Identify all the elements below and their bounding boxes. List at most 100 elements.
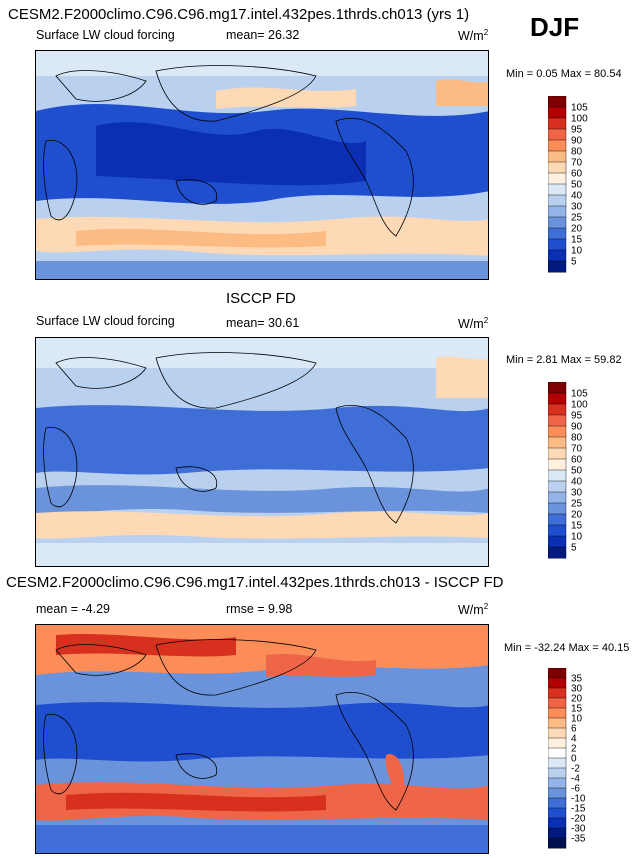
colorbar-tick-label: 80 xyxy=(571,433,583,444)
panel2-variable-label: Surface LW cloud forcing xyxy=(36,314,175,328)
colorbar-swatch xyxy=(548,697,567,709)
colorbar-swatch xyxy=(548,502,567,515)
colorbar-tick-label: -2 xyxy=(571,764,580,775)
colorbar-tick-label: 60 xyxy=(571,169,583,180)
panel1-units: W/m2 xyxy=(458,28,489,44)
colorbar-swatch xyxy=(548,707,567,719)
panel3-units: W/m2 xyxy=(458,602,489,618)
colorbar-swatch xyxy=(548,216,567,229)
panel2-units: W/m2 xyxy=(458,316,489,332)
colorbar-tick-label: 15 xyxy=(571,235,583,246)
colorbar-swatch xyxy=(548,777,567,789)
colorbar-swatch xyxy=(548,106,567,119)
colorbar-tick-label: -15 xyxy=(571,804,586,815)
colorbar-swatch xyxy=(548,668,567,679)
colorbar-swatch xyxy=(548,172,567,185)
colorbar-tick-label: 10 xyxy=(571,714,583,725)
colorbar-swatch xyxy=(548,737,567,749)
panel2-map-field xyxy=(36,338,488,566)
colorbar-swatch xyxy=(548,227,567,240)
colorbar-swatch xyxy=(548,687,567,699)
colorbar-swatch xyxy=(548,757,567,769)
colorbar-swatch xyxy=(548,117,567,130)
colorbar-swatch xyxy=(548,717,567,729)
panel1-map-field xyxy=(36,51,488,279)
colorbar-swatch xyxy=(548,249,567,262)
panel1-variable-label: Surface LW cloud forcing xyxy=(36,28,175,42)
colorbar-swatch xyxy=(548,128,567,141)
colorbar-swatch xyxy=(548,96,567,108)
colorbar-swatch xyxy=(548,183,567,196)
colorbar-tick-label: 5 xyxy=(571,543,577,554)
colorbar-tick-label: -4 xyxy=(571,774,580,785)
colorbar-swatch xyxy=(548,480,567,493)
colorbar-tick-label: 105 xyxy=(571,389,588,400)
colorbar-tick-label: 95 xyxy=(571,125,583,136)
colorbar-swatch xyxy=(548,747,567,759)
colorbar-swatch xyxy=(548,194,567,207)
colorbar-tick-label: 20 xyxy=(571,694,583,705)
colorbar-tick-label: 40 xyxy=(571,477,583,488)
colorbar-swatch xyxy=(548,807,567,819)
colorbar-swatch xyxy=(548,139,567,152)
colorbar-tick-label: 30 xyxy=(571,684,583,695)
panel2-map xyxy=(35,337,489,567)
colorbar-swatch xyxy=(548,205,567,218)
panel3-map-field xyxy=(36,625,488,853)
colorbar-tick-label: 100 xyxy=(571,114,588,125)
colorbar-tick-label: 90 xyxy=(571,422,583,433)
colorbar-tick-label: 30 xyxy=(571,488,583,499)
panel2-title: ISCCP FD xyxy=(226,290,296,307)
panel1-mean: mean= 26.32 xyxy=(226,28,300,42)
colorbar-tick-label: 80 xyxy=(571,147,583,158)
colorbar-swatch xyxy=(548,817,567,829)
colorbar-tick-label: -10 xyxy=(571,794,586,805)
colorbar-swatch xyxy=(548,513,567,526)
colorbar-swatch xyxy=(548,403,567,416)
colorbar-swatch xyxy=(548,392,567,405)
colorbar-tick-label: 30 xyxy=(571,202,583,213)
panel3-rmse: rmse = 9.98 xyxy=(226,602,293,616)
colorbar-tick-label: 4 xyxy=(571,734,577,745)
colorbar-swatch xyxy=(548,414,567,427)
colorbar-swatch xyxy=(548,161,567,174)
colorbar-tick-label: 15 xyxy=(571,521,583,532)
colorbar-swatch xyxy=(548,524,567,537)
colorbar-tick-label: 2 xyxy=(571,744,577,755)
colorbar-tick-label: -6 xyxy=(571,784,580,795)
colorbar-tick-label: 50 xyxy=(571,466,583,477)
panel2-mean: mean= 30.61 xyxy=(226,316,300,330)
colorbar-tick-label: 50 xyxy=(571,180,583,191)
colorbar-tick-label: 105 xyxy=(571,103,588,114)
panel3-title: CESM2.F2000climo.C96.C96.mg17.intel.432p… xyxy=(6,574,504,591)
colorbar-tick-label: 40 xyxy=(571,191,583,202)
colorbar-tick-label: 25 xyxy=(571,213,583,224)
panel1-title: CESM2.F2000climo.C96.C96.mg17.intel.432p… xyxy=(8,6,470,23)
colorbar-tick-label: 10 xyxy=(571,532,583,543)
panel3-map xyxy=(35,624,489,854)
colorbar-swatch xyxy=(548,238,567,251)
colorbar-tick-label: 10 xyxy=(571,246,583,257)
panel1-minmax: Min = 0.05 Max = 80.54 xyxy=(506,68,622,80)
colorbar-tick-label: 70 xyxy=(571,444,583,455)
colorbar-tick-label: -30 xyxy=(571,824,586,835)
colorbar-tick-label: 95 xyxy=(571,411,583,422)
colorbar-tick-label: -35 xyxy=(571,834,586,845)
season-label: DJF xyxy=(530,12,580,42)
colorbar-swatch xyxy=(548,491,567,504)
colorbar-tick-label: 90 xyxy=(571,136,583,147)
colorbar-tick-label: 25 xyxy=(571,499,583,510)
colorbar-swatch xyxy=(548,260,567,273)
colorbar-swatch xyxy=(548,787,567,799)
colorbar-tick-label: 20 xyxy=(571,510,583,521)
colorbar-tick-label: 35 xyxy=(571,674,583,685)
colorbar-tick-label: 6 xyxy=(571,724,577,735)
colorbar-swatch xyxy=(548,447,567,460)
colorbar-swatch xyxy=(548,382,567,394)
colorbar-tick-label: 20 xyxy=(571,224,583,235)
colorbar-swatch xyxy=(548,546,567,559)
colorbar-tick-label: 5 xyxy=(571,257,577,268)
colorbar-tick-label: -20 xyxy=(571,814,586,825)
